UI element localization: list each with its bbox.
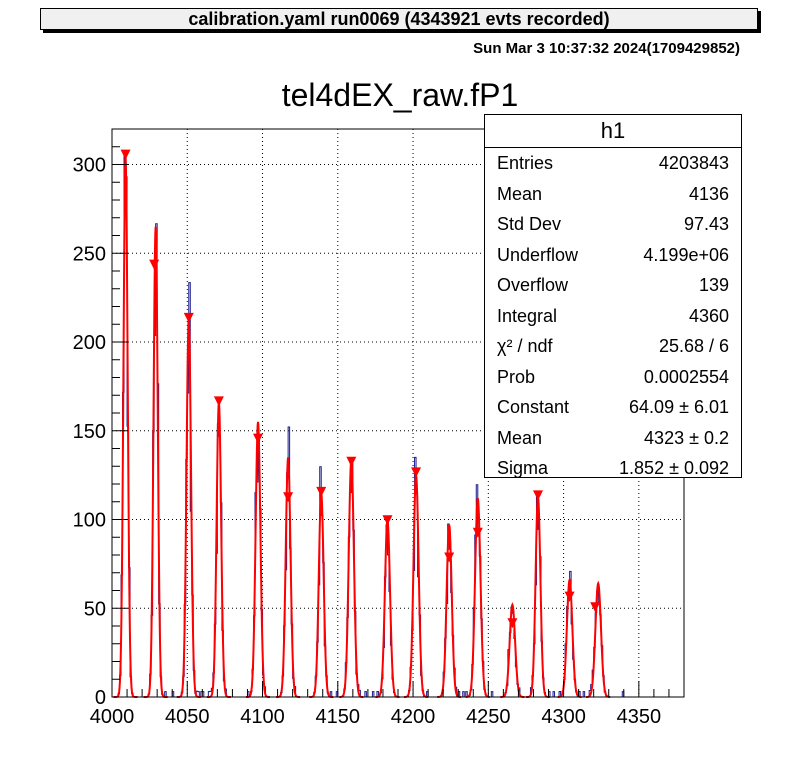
fit-curve bbox=[500, 602, 525, 698]
peak-marker bbox=[444, 552, 455, 563]
peak-marker bbox=[532, 490, 543, 501]
stats-row: χ² / ndf 25.68 / 6 bbox=[485, 331, 741, 362]
y-tick-label: 300 bbox=[73, 155, 106, 177]
stats-key: Underflow bbox=[497, 244, 579, 265]
x-tick-label: 4000 bbox=[90, 706, 135, 728]
stats-row: Overflow 139 bbox=[485, 270, 741, 301]
stats-value: 4360 bbox=[688, 305, 729, 326]
x-tick-label: 4050 bbox=[165, 706, 210, 728]
stats-value: 4136 bbox=[688, 183, 729, 204]
datestamp: Sun Mar 3 10:37:32 2024(1709429852) bbox=[473, 40, 740, 57]
peak-marker bbox=[590, 602, 601, 613]
stats-key: Mean bbox=[497, 427, 543, 448]
x-tick-label: 4100 bbox=[240, 706, 285, 728]
x-tick-label: 4200 bbox=[391, 706, 436, 728]
stats-key: Constant bbox=[497, 397, 570, 417]
stats-row: Sigma 1.852 ± 0.092 bbox=[485, 453, 741, 484]
fit-curve bbox=[437, 524, 462, 698]
stats-row: Entries 4203843 bbox=[485, 148, 741, 179]
y-tick-label: 50 bbox=[84, 598, 106, 620]
x-tick-label: 4150 bbox=[316, 706, 361, 728]
y-tick-label: 0 bbox=[95, 687, 106, 709]
stats-value: 97.43 bbox=[683, 214, 729, 234]
peak-marker bbox=[316, 486, 327, 497]
banner: calibration.yaml run0069 (4343921 evts r… bbox=[40, 8, 758, 30]
peak-marker bbox=[564, 591, 575, 602]
fit-curve bbox=[339, 459, 364, 698]
fit-curve bbox=[113, 155, 138, 698]
fit-curve bbox=[245, 421, 271, 698]
stats-row: Std Dev 97.43 bbox=[485, 209, 741, 240]
stats-row: Integral 4360 bbox=[485, 301, 741, 332]
stats-key: Overflow bbox=[497, 275, 569, 295]
stats-value: 139 bbox=[698, 275, 729, 295]
stats-box: h1 Entries 4203843 Mean 4136 Std Dev 97.43 … bbox=[484, 114, 742, 478]
stats-row: Prob 0.0002554 bbox=[485, 362, 741, 393]
stats-key: χ² / ndf bbox=[497, 336, 553, 356]
stats-key: Integral bbox=[497, 305, 558, 326]
fit-curve bbox=[465, 498, 490, 698]
stats-key: Entries bbox=[497, 153, 554, 173]
stats-row: Constant 64.09 ± 6.01 bbox=[485, 392, 741, 423]
fit-curve bbox=[403, 474, 429, 698]
stats-value: 4203843 bbox=[658, 153, 729, 173]
stats-value: 64.09 ± 6.01 bbox=[629, 397, 729, 417]
peak-marker bbox=[253, 433, 264, 444]
peak-marker bbox=[472, 527, 483, 538]
peak-marker bbox=[183, 312, 194, 323]
stats-row: Underflow 4.199e+06 bbox=[485, 240, 741, 271]
peak-marker bbox=[213, 396, 224, 407]
stats-title: h1 bbox=[485, 115, 741, 148]
peak-marker bbox=[120, 149, 131, 160]
stats-value: 4.199e+06 bbox=[643, 244, 729, 265]
fit-curve bbox=[206, 402, 231, 698]
y-tick-label: 150 bbox=[73, 421, 106, 443]
y-tick-label: 100 bbox=[73, 510, 106, 532]
stats-row: Mean 4136 bbox=[485, 179, 741, 210]
x-tick-label: 4300 bbox=[541, 706, 586, 728]
peak-marker bbox=[382, 515, 393, 526]
stats-value: 1.852 ± 0.092 bbox=[619, 458, 729, 478]
peak-marker bbox=[149, 259, 160, 270]
peak-marker bbox=[507, 618, 518, 629]
fit-curve bbox=[276, 457, 301, 698]
fit-curve bbox=[309, 492, 334, 698]
peak-marker bbox=[283, 492, 294, 503]
stats-key: Mean bbox=[497, 183, 543, 204]
x-tick-label: 4250 bbox=[466, 706, 511, 728]
stats-value: 4323 ± 0.2 bbox=[644, 427, 729, 448]
peak-marker bbox=[411, 467, 422, 478]
fit-curve bbox=[557, 576, 582, 698]
y-tick-label: 250 bbox=[73, 243, 106, 265]
fit-curve bbox=[586, 580, 611, 698]
stats-value: 0.0002554 bbox=[643, 366, 729, 387]
chart-title: tel4dEX_raw.fP1 bbox=[282, 77, 519, 113]
stats-key: Sigma bbox=[497, 458, 549, 478]
stats-key: Prob bbox=[497, 366, 536, 387]
peak-marker bbox=[346, 456, 357, 467]
stats-row: Mean 4323 ± 0.2 bbox=[485, 423, 741, 454]
stats-value: 25.68 / 6 bbox=[658, 336, 729, 356]
x-tick-label: 4350 bbox=[617, 706, 662, 728]
stats-key: Std Dev bbox=[497, 214, 562, 234]
y-tick-label: 200 bbox=[73, 332, 106, 354]
